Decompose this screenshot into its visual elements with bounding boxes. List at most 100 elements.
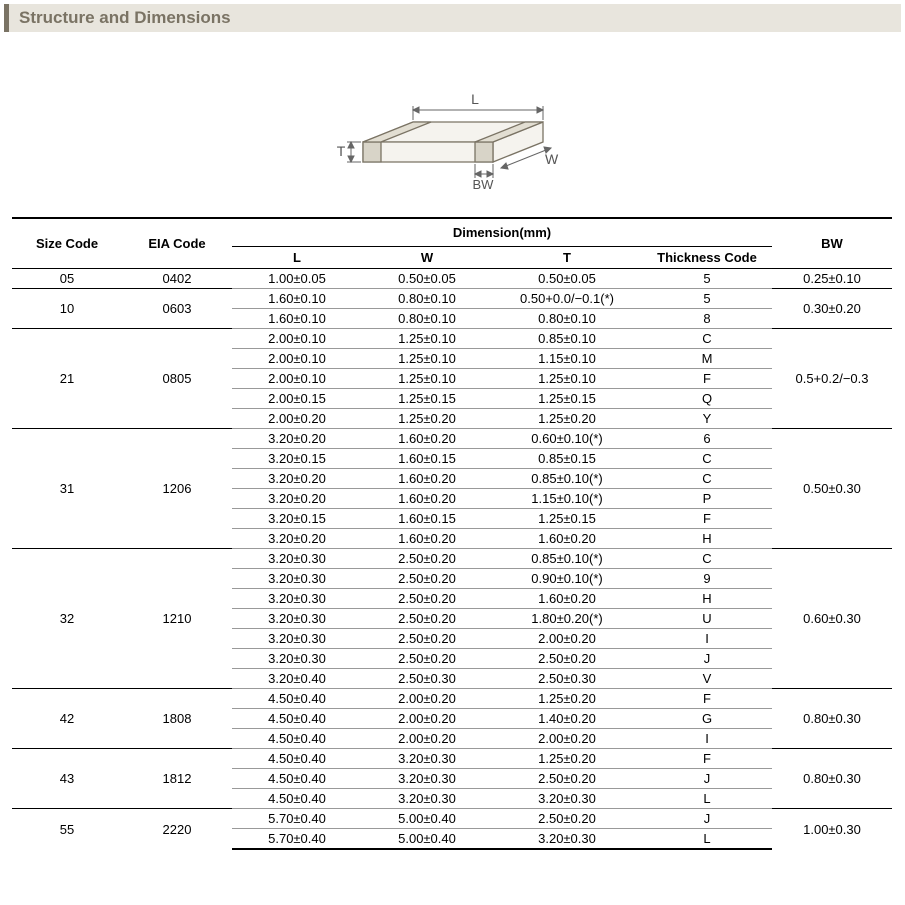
dimensions-table: Size Code EIA Code Dimension(mm) BW L W … bbox=[12, 217, 892, 850]
cell-eia: 0603 bbox=[122, 289, 232, 329]
cell-w: 1.60±0.15 bbox=[362, 509, 492, 529]
cell-tc: F bbox=[642, 749, 772, 769]
cell-l: 3.20±0.20 bbox=[232, 489, 362, 509]
cell-t: 0.60±0.10(*) bbox=[492, 429, 642, 449]
cell-t: 0.85±0.10(*) bbox=[492, 549, 642, 569]
cell-tc: F bbox=[642, 369, 772, 389]
cell-bw: 0.5+0.2/−0.3 bbox=[772, 329, 892, 429]
cell-w: 0.50±0.05 bbox=[362, 269, 492, 289]
cell-tc: F bbox=[642, 509, 772, 529]
cell-size: 55 bbox=[12, 809, 122, 850]
cell-w: 2.50±0.20 bbox=[362, 609, 492, 629]
cell-t: 2.50±0.20 bbox=[492, 809, 642, 829]
cell-w: 1.25±0.10 bbox=[362, 369, 492, 389]
cell-t: 1.25±0.15 bbox=[492, 389, 642, 409]
th-w: W bbox=[362, 247, 492, 269]
cell-tc: C bbox=[642, 449, 772, 469]
cell-t: 2.00±0.20 bbox=[492, 629, 642, 649]
cell-tc: M bbox=[642, 349, 772, 369]
cell-t: 0.85±0.15 bbox=[492, 449, 642, 469]
cell-l: 1.60±0.10 bbox=[232, 289, 362, 309]
cell-l: 3.20±0.20 bbox=[232, 469, 362, 489]
cell-tc: I bbox=[642, 729, 772, 749]
cell-size: 10 bbox=[12, 289, 122, 329]
cell-tc: J bbox=[642, 769, 772, 789]
cell-tc: U bbox=[642, 609, 772, 629]
cell-tc: 5 bbox=[642, 289, 772, 309]
cell-t: 0.90±0.10(*) bbox=[492, 569, 642, 589]
cell-w: 1.60±0.20 bbox=[362, 489, 492, 509]
cell-t: 0.50+0.0/−0.1(*) bbox=[492, 289, 642, 309]
cell-eia: 1210 bbox=[122, 549, 232, 689]
cell-l: 3.20±0.40 bbox=[232, 669, 362, 689]
cell-size: 05 bbox=[12, 269, 122, 289]
cell-tc: H bbox=[642, 589, 772, 609]
cell-t: 0.80±0.10 bbox=[492, 309, 642, 329]
cell-tc: 9 bbox=[642, 569, 772, 589]
cell-tc: C bbox=[642, 549, 772, 569]
cell-l: 3.20±0.30 bbox=[232, 549, 362, 569]
cell-t: 1.15±0.10 bbox=[492, 349, 642, 369]
cell-size: 31 bbox=[12, 429, 122, 549]
cell-t: 1.25±0.15 bbox=[492, 509, 642, 529]
cell-w: 5.00±0.40 bbox=[362, 829, 492, 850]
table-row: 3112063.20±0.201.60±0.200.60±0.10(*)60.5… bbox=[12, 429, 892, 449]
cell-bw: 0.50±0.30 bbox=[772, 429, 892, 549]
cell-eia: 0402 bbox=[122, 269, 232, 289]
cell-eia: 1206 bbox=[122, 429, 232, 549]
cell-w: 2.00±0.20 bbox=[362, 689, 492, 709]
cell-l: 4.50±0.40 bbox=[232, 769, 362, 789]
cell-t: 0.85±0.10(*) bbox=[492, 469, 642, 489]
cell-t: 1.60±0.20 bbox=[492, 589, 642, 609]
cell-tc: C bbox=[642, 469, 772, 489]
cell-bw: 0.60±0.30 bbox=[772, 549, 892, 689]
cell-w: 3.20±0.30 bbox=[362, 769, 492, 789]
cell-w: 1.60±0.20 bbox=[362, 469, 492, 489]
diagram-label-bw: BW bbox=[472, 177, 494, 192]
cell-w: 1.25±0.10 bbox=[362, 349, 492, 369]
cell-w: 1.25±0.10 bbox=[362, 329, 492, 349]
cell-size: 21 bbox=[12, 329, 122, 429]
cell-w: 1.60±0.20 bbox=[362, 429, 492, 449]
cell-w: 2.50±0.20 bbox=[362, 629, 492, 649]
table-row: 5522205.70±0.405.00±0.402.50±0.20J1.00±0… bbox=[12, 809, 892, 829]
cell-l: 5.70±0.40 bbox=[232, 809, 362, 829]
cell-l: 3.20±0.20 bbox=[232, 429, 362, 449]
cell-t: 1.25±0.20 bbox=[492, 409, 642, 429]
cell-tc: J bbox=[642, 809, 772, 829]
cell-w: 2.50±0.20 bbox=[362, 589, 492, 609]
th-l: L bbox=[232, 247, 362, 269]
cell-t: 0.85±0.10 bbox=[492, 329, 642, 349]
cell-tc: J bbox=[642, 649, 772, 669]
cell-l: 3.20±0.15 bbox=[232, 449, 362, 469]
table-row: 1006031.60±0.100.80±0.100.50+0.0/−0.1(*)… bbox=[12, 289, 892, 309]
cell-l: 5.70±0.40 bbox=[232, 829, 362, 850]
cell-l: 2.00±0.20 bbox=[232, 409, 362, 429]
cell-bw: 0.25±0.10 bbox=[772, 269, 892, 289]
cell-tc: P bbox=[642, 489, 772, 509]
cell-t: 2.50±0.20 bbox=[492, 769, 642, 789]
cell-l: 4.50±0.40 bbox=[232, 709, 362, 729]
cell-bw: 0.30±0.20 bbox=[772, 289, 892, 329]
cell-size: 32 bbox=[12, 549, 122, 689]
cell-t: 2.50±0.20 bbox=[492, 649, 642, 669]
cell-t: 3.20±0.30 bbox=[492, 789, 642, 809]
cell-t: 3.20±0.30 bbox=[492, 829, 642, 850]
cell-bw: 0.80±0.30 bbox=[772, 689, 892, 749]
cell-l: 3.20±0.20 bbox=[232, 529, 362, 549]
cell-t: 1.15±0.10(*) bbox=[492, 489, 642, 509]
cell-w: 0.80±0.10 bbox=[362, 309, 492, 329]
cell-eia: 0805 bbox=[122, 329, 232, 429]
cell-t: 2.50±0.30 bbox=[492, 669, 642, 689]
cell-eia: 1812 bbox=[122, 749, 232, 809]
cell-size: 42 bbox=[12, 689, 122, 749]
cell-t: 1.25±0.20 bbox=[492, 689, 642, 709]
cell-tc: 6 bbox=[642, 429, 772, 449]
cell-t: 1.40±0.20 bbox=[492, 709, 642, 729]
diagram-label-w: W bbox=[545, 151, 559, 167]
cell-w: 2.50±0.20 bbox=[362, 569, 492, 589]
cell-l: 4.50±0.40 bbox=[232, 749, 362, 769]
cell-tc: H bbox=[642, 529, 772, 549]
cell-w: 3.20±0.30 bbox=[362, 789, 492, 809]
cell-tc: G bbox=[642, 709, 772, 729]
